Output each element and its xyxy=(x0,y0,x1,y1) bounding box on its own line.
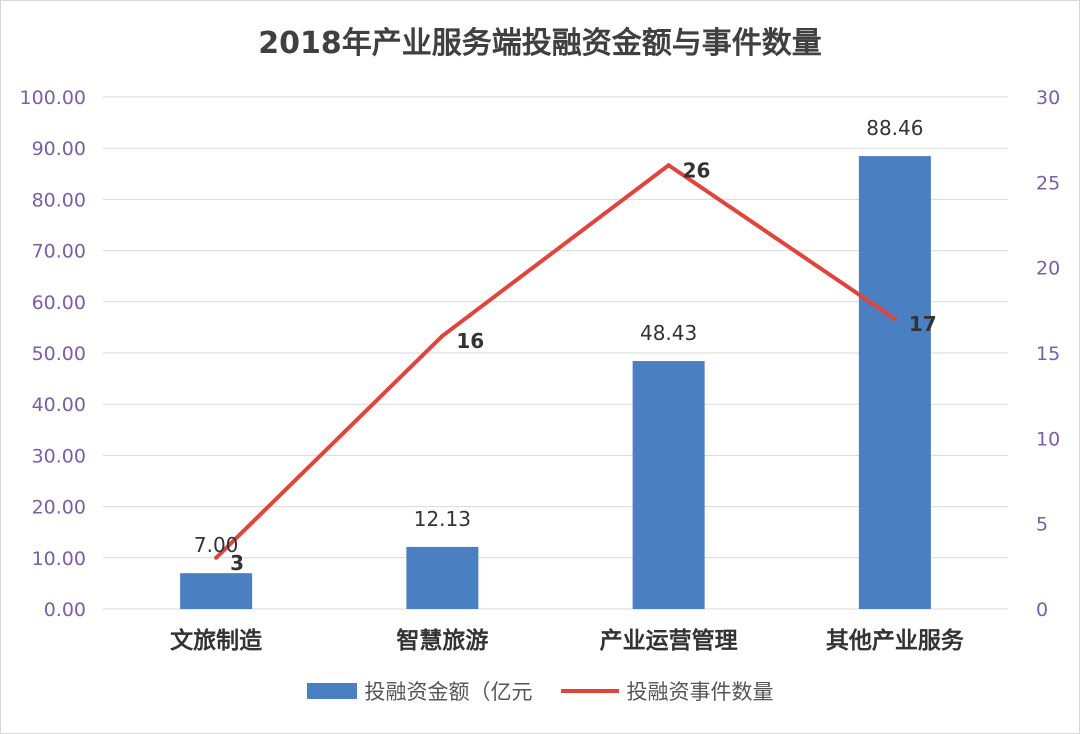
bar xyxy=(632,361,705,609)
legend-label-count: 投融资事件数量 xyxy=(626,680,774,704)
bar-data-label: 12.13 xyxy=(414,507,471,531)
y-left-tick-label: 30.00 xyxy=(32,445,86,467)
legend-swatch-line xyxy=(560,689,619,693)
chart-legend: 投融资金额（亿元 投融资事件数量 xyxy=(0,676,1080,706)
legend-swatch-bar xyxy=(306,683,357,699)
line-point xyxy=(666,163,671,168)
bar-data-label: 88.46 xyxy=(866,116,923,140)
line-point xyxy=(214,555,219,560)
legend-item-amount: 投融资金额（亿元 xyxy=(306,676,533,706)
line-data-label: 3 xyxy=(230,551,244,575)
y-left-tick-label: 60.00 xyxy=(32,292,86,314)
bar-data-label: 7.00 xyxy=(194,533,239,557)
x-category-label: 产业运营管理 xyxy=(600,627,738,654)
chart-title: 2018年产业服务端投融资金额与事件数量 xyxy=(258,26,822,61)
y-left-tick-label: 20.00 xyxy=(32,497,86,519)
bar xyxy=(858,156,931,610)
y-right-tick-label: 15 xyxy=(1036,343,1060,365)
x-category-label: 智慧旅游 xyxy=(396,627,488,654)
legend-label-amount: 投融资金额（亿元 xyxy=(364,680,533,704)
y-left-tick-label: 40.00 xyxy=(32,394,86,416)
y-right-tick-label: 10 xyxy=(1036,428,1060,450)
legend-item-count: 投融资事件数量 xyxy=(560,676,774,706)
y-right-tick-label: 0 xyxy=(1036,599,1048,621)
y-right-tick-label: 5 xyxy=(1036,514,1048,536)
y-right-tick-label: 20 xyxy=(1036,258,1060,280)
y-left-tick-label: 50.00 xyxy=(32,343,86,365)
line-point xyxy=(892,316,897,321)
y-left-tick-label: 100.00 xyxy=(20,87,86,109)
y-left-tick-label: 0.00 xyxy=(44,599,86,621)
line-data-label: 16 xyxy=(456,329,484,353)
y-left-tick-label: 90.00 xyxy=(32,138,86,160)
line-series xyxy=(214,163,896,560)
y-left-tick-label: 80.00 xyxy=(32,189,86,211)
x-category-label: 文旅制造 xyxy=(170,627,263,654)
y-right-tick-label: 25 xyxy=(1036,172,1060,194)
y-left-tick-label: 70.00 xyxy=(32,241,86,263)
line-point xyxy=(440,333,445,338)
line-data-label: 26 xyxy=(683,158,711,182)
y-left-tick-label: 10.00 xyxy=(32,548,86,570)
line-data-label: 17 xyxy=(909,312,937,336)
bar-data-label: 48.43 xyxy=(640,321,697,345)
bar xyxy=(180,573,253,609)
y-right-tick-label: 30 xyxy=(1036,87,1060,109)
bar xyxy=(406,546,479,609)
x-category-label: 其他产业服务 xyxy=(826,627,965,654)
